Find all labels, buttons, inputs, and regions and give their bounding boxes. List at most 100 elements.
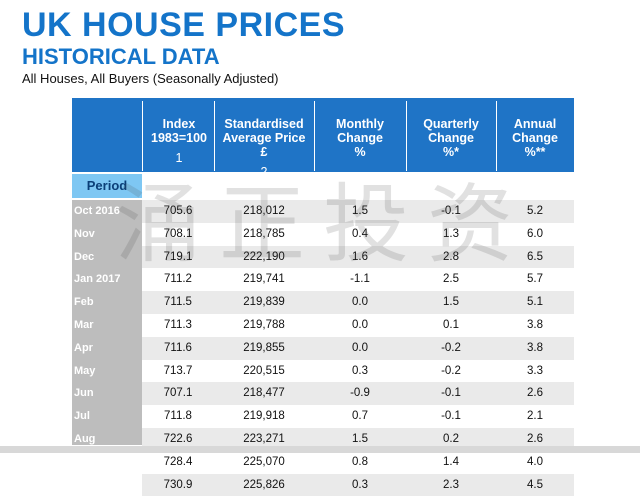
cell-price: 219,839	[243, 296, 285, 309]
cell-monthly: 1.6	[352, 250, 368, 263]
cell-monthly: -1.1	[350, 273, 370, 286]
header-divider	[496, 101, 497, 171]
cell-quarterly: 1.4	[443, 455, 459, 468]
period-header: Period	[72, 174, 142, 198]
cell-quarterly: 2.5	[443, 273, 459, 286]
column-header-monthly: Monthly Change%	[314, 98, 406, 172]
page-subtitle: HISTORICAL DATA	[22, 44, 220, 69]
column-code: 1	[175, 151, 183, 165]
cell-quarterly: -0.1	[441, 387, 461, 400]
table-row: Jul 711.8 219,918 0.7 -0.1 2.1	[72, 405, 574, 428]
column-header-line: Quarterly	[423, 117, 479, 131]
cell-quarterly: 0.1	[443, 318, 459, 331]
table-row: Apr 711.6 219,855 0.0 -0.2 3.8	[72, 336, 574, 360]
row-period-label: Mar	[74, 318, 94, 331]
table-row: Dec 719.1 222,190 1.6 2.8 6.5	[72, 245, 574, 269]
header-divider	[314, 101, 315, 171]
period-column	[72, 200, 142, 445]
cell-index: 730.9	[163, 478, 193, 491]
cell-annual: 3.8	[527, 318, 543, 331]
row-period-label: Nov	[74, 227, 95, 240]
cell-quarterly: 0.2	[443, 432, 459, 445]
cell-monthly: 0.8	[352, 455, 368, 468]
cell-annual: 4.0	[527, 455, 543, 468]
cell-quarterly: -0.1	[441, 205, 461, 217]
cell-annual: 2.6	[527, 387, 543, 400]
column-header-line: %*	[443, 145, 459, 159]
row-period-label: Feb	[74, 296, 94, 309]
cell-monthly: 0.0	[352, 296, 368, 309]
cell-index: 707.1	[163, 387, 193, 400]
column-code: 2	[260, 165, 268, 179]
cell-quarterly: 1.5	[443, 296, 459, 309]
column-header-line: £	[260, 145, 268, 159]
cell-price: 220,515	[243, 364, 285, 377]
cell-annual: 3.3	[527, 364, 543, 377]
cell-index: 719.1	[163, 250, 193, 263]
table-row: Jan 2017 711.2 219,741 -1.1 2.5 5.7	[72, 268, 574, 291]
cell-quarterly: 1.3	[443, 227, 459, 240]
cell-monthly: 0.4	[352, 227, 368, 240]
column-header-quarterly: Quarterly Change %*	[406, 98, 496, 172]
cell-quarterly: -0.1	[441, 410, 461, 423]
cell-price: 222,190	[243, 250, 285, 263]
cell-monthly: 0.3	[352, 364, 368, 377]
cell-price: 219,741	[243, 273, 285, 286]
bottom-bar	[0, 446, 640, 453]
cell-index: 711.2	[164, 273, 192, 286]
column-header-annual: Annual Change %**	[496, 98, 574, 172]
column-header-line: Change	[512, 131, 558, 145]
cell-index: 711.3	[164, 318, 192, 331]
cell-monthly: 0.3	[352, 478, 368, 491]
column-header-line: %	[354, 145, 366, 159]
column-header-price: Standardised Average Price £2	[214, 98, 314, 179]
row-period-label: Dec	[74, 250, 95, 263]
table-row: May 713.7 220,515 0.3 -0.2 3.3	[72, 360, 574, 383]
cell-price: 219,855	[243, 341, 285, 354]
cell-monthly: 0.7	[352, 410, 368, 423]
table-row: Feb 711.5 219,839 0.0 1.5 5.1	[72, 291, 574, 314]
row-period-label: Jan 2017	[74, 273, 121, 286]
cell-price: 225,070	[243, 455, 285, 468]
cell-annual: 5.1	[527, 296, 543, 309]
cell-index: 708.1	[163, 227, 193, 240]
table-header: Index 1983=100 1 Standardised Average Price £…	[72, 98, 574, 179]
table-row: Jun 707.1 218,477 -0.9 -0.1 2.6	[72, 382, 574, 406]
cell-monthly: 1.5	[352, 205, 368, 217]
table-row: Nov 708.1 218,785 0.4 1.3 6.0	[72, 223, 574, 246]
column-header-line: Monthly	[336, 117, 384, 131]
cell-index: 705.6	[163, 205, 193, 217]
cell-monthly: 0.0	[352, 341, 368, 354]
cell-index: 722.6	[163, 432, 193, 445]
cell-price: 218,477	[243, 387, 285, 400]
cell-index: 728.4	[163, 455, 193, 468]
column-header-line: Standardised	[224, 117, 304, 131]
column-header-line: %**	[524, 145, 546, 159]
row-period-label: Jun	[74, 387, 94, 400]
cell-annual: 2.6	[527, 432, 543, 445]
cell-annual: 6.0	[527, 227, 543, 240]
cell-price: 219,918	[243, 410, 285, 423]
page-title: UK HOUSE PRICES	[22, 6, 345, 44]
cell-quarterly: 2.8	[443, 250, 459, 263]
row-period-label: Jul	[74, 410, 90, 423]
cell-quarterly: -0.2	[441, 341, 461, 354]
table-row: Oct 2016 705.6 218,012 1.5 -0.1 5.2	[72, 200, 574, 223]
cell-monthly: -0.9	[350, 387, 370, 400]
cell-annual: 6.5	[527, 250, 543, 263]
cell-index: 711.8	[164, 410, 192, 423]
cell-index: 711.6	[164, 341, 192, 354]
cell-quarterly: 2.3	[443, 478, 459, 491]
column-header-index: Index 1983=100 1	[144, 98, 214, 172]
column-header-line: Change	[428, 131, 474, 145]
header-divider	[406, 101, 407, 171]
header-divider	[214, 101, 215, 171]
row-background	[142, 245, 574, 269]
row-background	[142, 200, 574, 223]
column-header-line: Index	[162, 117, 196, 131]
row-background	[142, 291, 574, 314]
row-background	[142, 336, 574, 360]
row-period-label: Apr	[74, 341, 93, 354]
row-period-label: May	[74, 364, 96, 377]
cell-annual: 5.2	[527, 205, 543, 217]
